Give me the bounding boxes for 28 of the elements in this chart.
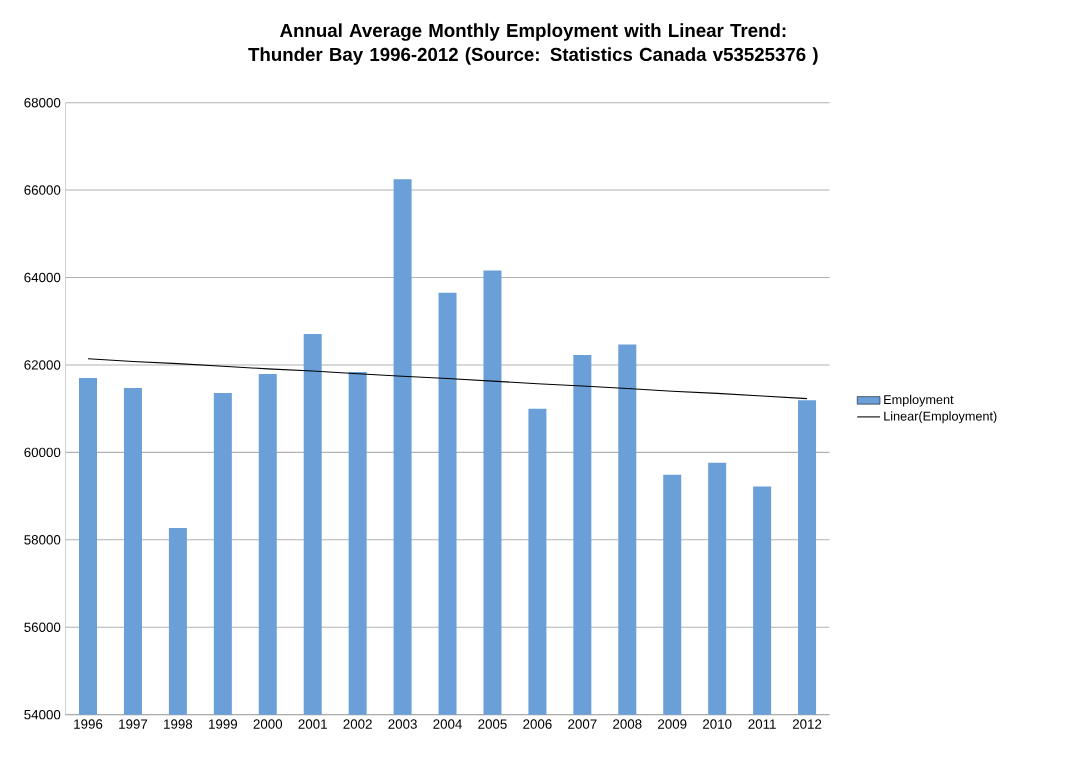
x-tick-label: 2009 [658, 719, 687, 729]
x-tick-label: 2003 [388, 719, 417, 729]
x-tick-label: 2005 [478, 719, 507, 729]
x-tick-label: 2002 [343, 719, 372, 729]
x-tick-label: 2004 [433, 719, 462, 729]
x-tick-label: 2008 [613, 719, 642, 729]
x-tick-label: 2007 [568, 719, 597, 729]
y-tick-label: 58000 [24, 535, 61, 545]
x-tick-label: 2012 [792, 719, 822, 729]
legend-label: Employment [884, 394, 954, 407]
x-tick-label: 2000 [253, 719, 283, 729]
legend-label: Linear(Employment) [884, 411, 997, 424]
y-tick-label: 66000 [24, 185, 61, 195]
y-tick-label: 54000 [24, 709, 61, 720]
y-tick-label: 68000 [24, 97, 61, 108]
y-tick-label: 56000 [24, 622, 61, 632]
y-tick-label: 64000 [24, 272, 61, 283]
chart-title: Annual Average Monthly Employment with Linear Trend: Thunder Bay 1996-2012 (Source: Statistics Canada v53525376 ) [248, 23, 818, 65]
x-tick-label: 2010 [703, 719, 732, 729]
y-tick-label: 62000 [24, 360, 61, 370]
x-tick-label: 2001 [298, 719, 327, 729]
x-tick-label: 1998 [164, 719, 193, 729]
x-tick-label: 1996 [74, 719, 103, 729]
x-tick-label: 2011 [748, 719, 776, 729]
x-tick-label: 1997 [119, 719, 148, 729]
y-tick-label: 60000 [24, 447, 61, 458]
x-tick-label: 1999 [209, 719, 238, 729]
x-tick-label: 2006 [523, 719, 552, 729]
